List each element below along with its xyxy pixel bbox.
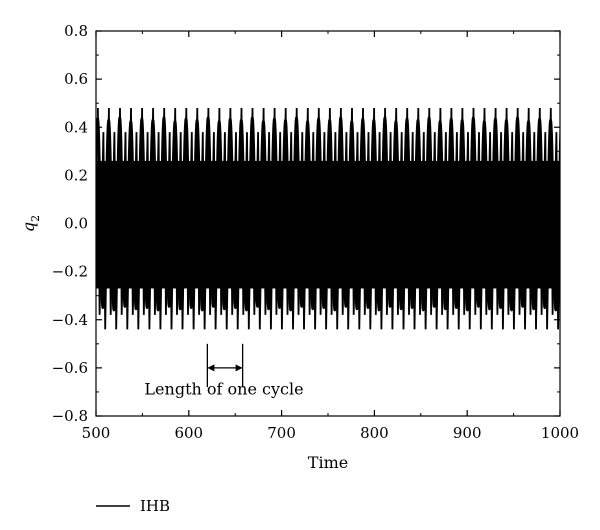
x-tick-label: 500 [82,424,111,442]
y-tick-label: 0.0 [64,215,88,233]
y-tick-label: 0.6 [64,70,88,88]
y-tick-label: −0.6 [52,359,88,377]
series-ihb-inner-line [97,107,560,330]
x-tick-label: 700 [267,424,296,442]
x-tick-label: 1000 [541,424,579,442]
annotation-arrowhead-left [207,364,215,372]
axis-tick-labels: 500 600 700 800 900 1000 −0.8 −0.6 −0.4 −0.2 0.0 0.… [52,22,580,442]
axis-ticks [95,30,561,417]
x-tick-label: 800 [360,424,389,442]
x-axis-label: Time [308,453,348,472]
x-tick-label: 900 [453,424,482,442]
y-tick-label: 0.8 [64,22,88,40]
y-tick-label: −0.2 [52,263,88,281]
y-tick-label: 0.2 [64,166,88,184]
annotation-label-backing [142,384,304,409]
y-axis-label-main: q [19,222,38,232]
x-tick-label: 600 [174,424,203,442]
annotation-cycle-length: Length of one cycle [142,343,304,409]
annotation-arrowhead-right [235,364,243,372]
y-tick-label: −0.4 [52,311,88,329]
y-axis-label-subscript: 2 [29,215,42,222]
series-ihb [96,107,560,330]
legend-label-ihb: IHB [140,497,170,515]
legend: IHB [96,497,170,515]
y-tick-label: −0.8 [52,407,88,425]
y-axis-label: q2 [19,215,42,232]
y-tick-label: 0.4 [64,118,88,136]
annotation-label: Length of one cycle [144,379,303,398]
